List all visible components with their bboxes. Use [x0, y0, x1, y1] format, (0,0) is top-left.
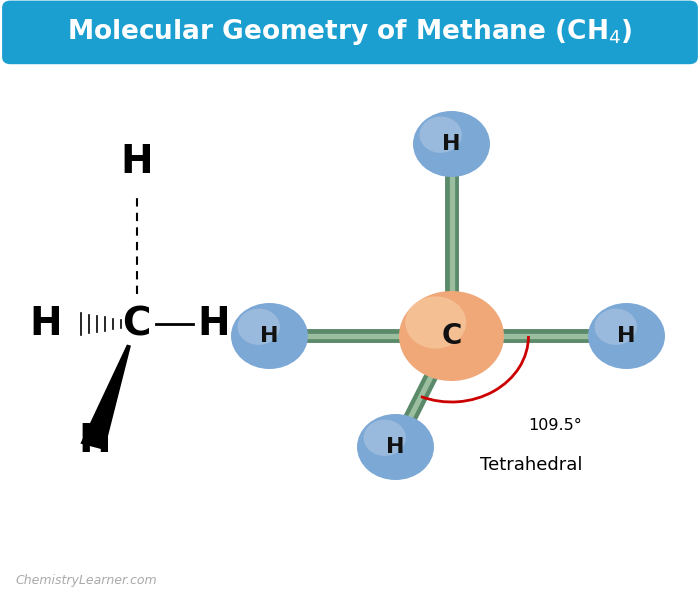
Text: ChemistryLearner.com: ChemistryLearner.com	[15, 574, 157, 587]
Circle shape	[594, 308, 637, 345]
Text: H: H	[386, 437, 405, 457]
Circle shape	[363, 419, 406, 456]
Text: H: H	[78, 422, 111, 460]
FancyBboxPatch shape	[2, 1, 698, 64]
Circle shape	[405, 296, 466, 349]
Text: H: H	[617, 326, 636, 346]
Circle shape	[413, 111, 490, 177]
Text: C: C	[122, 305, 150, 343]
Circle shape	[419, 116, 462, 153]
Polygon shape	[80, 344, 131, 450]
Circle shape	[237, 308, 280, 345]
Circle shape	[399, 291, 504, 381]
Text: Molecular Geometry of Methane (CH$_4$): Molecular Geometry of Methane (CH$_4$)	[67, 17, 633, 47]
Text: C: C	[441, 322, 462, 350]
Circle shape	[231, 303, 308, 369]
Text: Tetrahedral: Tetrahedral	[480, 456, 582, 474]
Text: H: H	[442, 134, 461, 154]
Text: 109.5°: 109.5°	[528, 418, 582, 433]
Text: H: H	[120, 143, 153, 181]
Text: H: H	[197, 305, 230, 343]
Circle shape	[357, 414, 434, 480]
Text: H: H	[260, 326, 279, 346]
Circle shape	[588, 303, 665, 369]
Text: H: H	[29, 305, 62, 343]
